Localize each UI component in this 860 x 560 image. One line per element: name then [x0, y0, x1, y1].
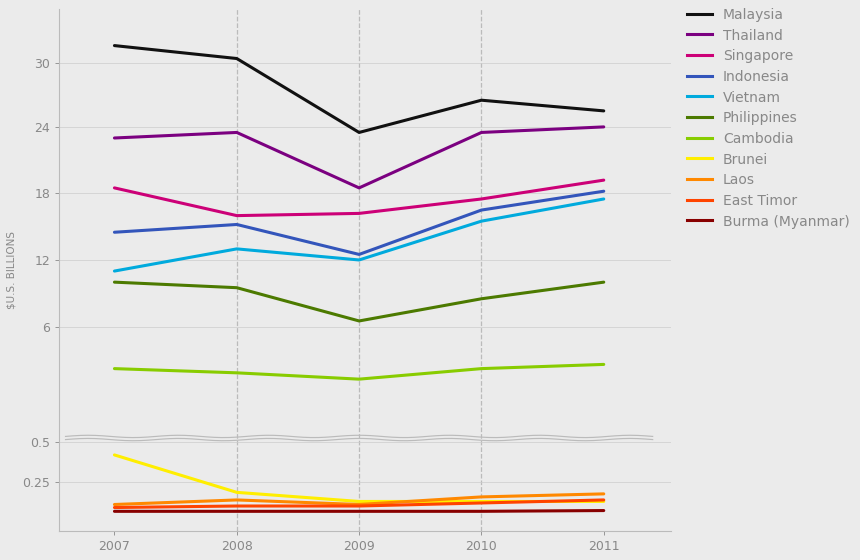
Y-axis label: $U.S. BILLIONS: $U.S. BILLIONS [7, 231, 17, 309]
Legend: Malaysia, Thailand, Singapore, Indonesia, Vietnam, Philippines, Cambodia, Brunei: Malaysia, Thailand, Singapore, Indonesia… [684, 5, 852, 231]
